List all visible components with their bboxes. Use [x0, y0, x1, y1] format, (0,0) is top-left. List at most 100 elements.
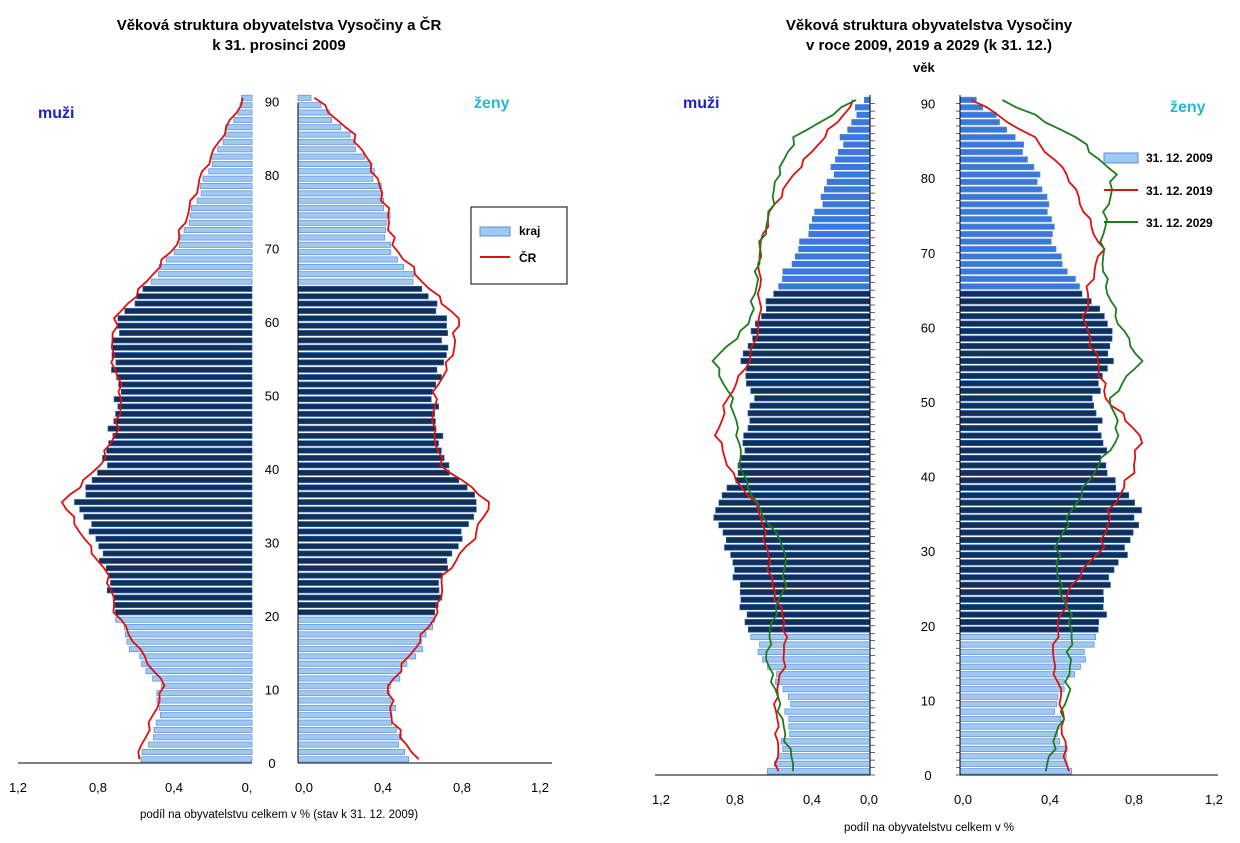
female-bar-age-26 [959, 574, 1109, 581]
female-bar-age-5 [297, 719, 393, 726]
male-bar-age-49 [113, 396, 253, 403]
male-bar-age-58 [119, 330, 253, 336]
female-bar-age-18 [297, 624, 434, 630]
male-bar-age-70 [798, 246, 871, 253]
female-bar-age-85 [959, 134, 1016, 141]
female-bar-age-83 [959, 149, 1023, 156]
male-bar-age-16 [126, 638, 253, 645]
female-bar-age-64 [959, 290, 1083, 297]
chart-2-legend-label-2029: 31. 12. 2029 [1146, 216, 1213, 230]
male-bar-age-52 [116, 374, 253, 381]
female-bar-age-20 [297, 609, 436, 616]
male-bar-age-71 [178, 234, 253, 241]
female-bar-age-2 [297, 741, 400, 748]
male-bar-age-48 [117, 403, 253, 410]
female-bar-age-29 [297, 543, 459, 550]
female-bar-age-52 [959, 380, 1099, 387]
age-tick-80: 80 [921, 171, 935, 186]
male-bar-age-3 [153, 734, 253, 741]
male-bar-age-88 [237, 109, 253, 116]
chart-2-legend-label-2019: 31. 12. 2019 [1146, 184, 1213, 198]
female-bar-age-70 [297, 241, 391, 248]
female-bar-age-80 [297, 168, 375, 175]
x-tick-left-2: 0,4 [803, 792, 821, 807]
male-bar-age-62 [134, 300, 253, 307]
male-bar-age-17 [124, 631, 253, 638]
female-bar-age-79 [297, 175, 374, 182]
female-bar-age-23 [959, 596, 1105, 603]
male-bar-age-26 [732, 574, 871, 581]
male-bar-age-72 [183, 227, 253, 234]
male-bar-age-69 [794, 253, 871, 260]
age-tick-30: 30 [265, 536, 279, 551]
male-bar-age-53 [111, 366, 253, 373]
age-tick-40: 40 [265, 462, 279, 477]
male-bar-age-78 [824, 186, 871, 193]
male-bar-age-37 [721, 492, 871, 499]
male-bar-age-37 [85, 484, 253, 491]
female-bar-age-38 [959, 484, 1117, 491]
male-bar-age-46 [113, 418, 253, 425]
male-bar-age-85 [224, 131, 253, 138]
male-bar-age-51 [118, 381, 253, 388]
male-bar-age-44 [742, 439, 871, 447]
chart-2-x-ticks: 1,2 0,8 0,4 0,0 0,0 0,4 0,8 1,2 [652, 792, 1223, 807]
female-bar-age-41 [297, 455, 445, 461]
male-bar-age-42 [740, 454, 871, 462]
female-bar-age-24 [297, 579, 439, 586]
female-bar-age-67 [959, 268, 1068, 275]
female-bar-age-12 [297, 668, 402, 675]
male-bar-age-5 [155, 719, 253, 726]
male-bar-age-77 [820, 193, 871, 200]
male-bar-age-25 [108, 572, 253, 579]
male-bar-age-76 [196, 197, 253, 204]
female-bar-age-34 [959, 514, 1135, 521]
female-bar-age-9 [297, 690, 390, 697]
age-tick-70: 70 [265, 242, 279, 257]
female-bar-age-84 [297, 138, 356, 145]
x-tick-left-0: 1,2 [652, 792, 670, 807]
male-bar-age-60 [117, 315, 253, 322]
age-tick-40: 40 [921, 470, 935, 485]
female-bar-age-76 [297, 197, 384, 204]
male-bar-age-7 [788, 715, 871, 723]
female-bar-age-12 [959, 678, 1065, 685]
male-bar-age-70 [178, 241, 253, 248]
chart-2-legend-label-2009: 31. 12. 2009 [1146, 151, 1213, 165]
female-bar-age-39 [297, 469, 450, 476]
male-bar-age-23 [106, 587, 253, 594]
female-bar-age-25 [959, 581, 1111, 588]
female-bar-age-22 [959, 604, 1104, 611]
age-tick-50: 50 [265, 389, 279, 404]
female-bar-age-50 [297, 388, 433, 395]
female-bar-age-75 [959, 208, 1048, 215]
male-line-31-12-2029 [711, 99, 857, 772]
male-bar-age-27 [99, 557, 253, 564]
male-bar-age-44 [112, 432, 253, 439]
male-bar-age-42 [106, 447, 253, 454]
female-bar-age-63 [959, 298, 1092, 305]
x-tick-right-3: 1,2 [1205, 792, 1223, 807]
male-bar-age-54 [746, 365, 871, 372]
male-bar-age-82 [835, 156, 871, 163]
female-bar-age-0 [959, 768, 1073, 775]
male-bar-age-4 [153, 726, 253, 733]
female-bar-age-30 [297, 535, 463, 542]
female-bar-age-51 [959, 387, 1101, 394]
female-bar-age-42 [959, 454, 1102, 462]
male-bar-age-47 [115, 410, 253, 417]
x-tick-left-3: 0,0 [860, 792, 878, 807]
female-bar-age-28 [297, 550, 453, 557]
female-bar-age-11 [959, 686, 1065, 693]
chart-2-legend-swatch-2009 [1103, 152, 1139, 164]
female-bar-age-4 [959, 738, 1061, 745]
male-bar-age-7 [159, 704, 253, 711]
female-bar-age-65 [959, 283, 1080, 290]
female-bar-age-74 [297, 212, 391, 219]
male-bar-age-43 [108, 440, 253, 447]
male-bar-age-84 [222, 138, 253, 145]
female-bar-age-22 [297, 594, 442, 601]
female-line-31-12-2029 [1001, 99, 1144, 772]
female-bar-age-64 [297, 285, 423, 292]
